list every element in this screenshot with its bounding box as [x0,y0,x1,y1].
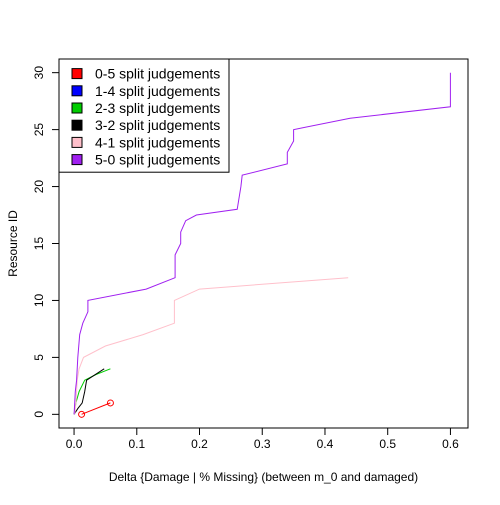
y-tick-label: 15 [32,237,46,251]
legend-box [58,58,230,173]
x-tick-label: 0.2 [191,437,208,451]
x-axis-label: Delta {Damage | % Missing} (between m_0 … [109,470,418,484]
x-tick-label: 0.5 [379,437,396,451]
axis-layer: 0.0 0.1 0.2 0.3 0.4 0.5 0.6 0 5 10 15 20 25 30 [32,66,459,451]
legend-label-0: 0-5 split judgements [95,66,220,82]
series-line-4 [74,277,349,415]
y-tick-label: 5 [32,354,46,361]
legend-swatch-2 [71,102,83,114]
x-tick-label: 0.1 [128,437,145,451]
legend-swatch-4 [71,136,83,148]
y-tick-label: 25 [32,123,46,137]
series-line-5 [73,72,451,415]
series-point-0 [106,399,114,407]
legend-swatch-5 [71,154,83,166]
series-line-3 [73,368,105,415]
series-layer [73,72,451,418]
x-tick-label: 0.3 [254,437,271,451]
x-tick-label: 0.4 [317,437,334,451]
y-axis-label: Resource ID [6,210,20,277]
legend-swatch-0 [71,68,83,80]
legend-label-4: 4-1 split judgements [95,134,220,150]
legend-label-1: 1-4 split judgements [95,83,220,99]
series-line-0 [81,402,111,415]
legend-swatch-1 [71,85,83,97]
series-line-2 [73,368,111,415]
y-tick-label: 30 [32,66,46,80]
y-tick-label: 0 [32,411,46,418]
y-tick-label: 20 [32,180,46,194]
legend-label-5: 5-0 split judgements [95,152,220,168]
x-tick-label: 0.6 [442,437,459,451]
series-point-0 [78,410,86,418]
legend-label-3: 3-2 split judgements [95,117,220,133]
x-tick-label: 0.0 [66,437,83,451]
legend-swatch-3 [71,119,83,131]
legend-label-2: 2-3 split judgements [95,100,220,116]
y-tick-label: 10 [32,293,46,307]
